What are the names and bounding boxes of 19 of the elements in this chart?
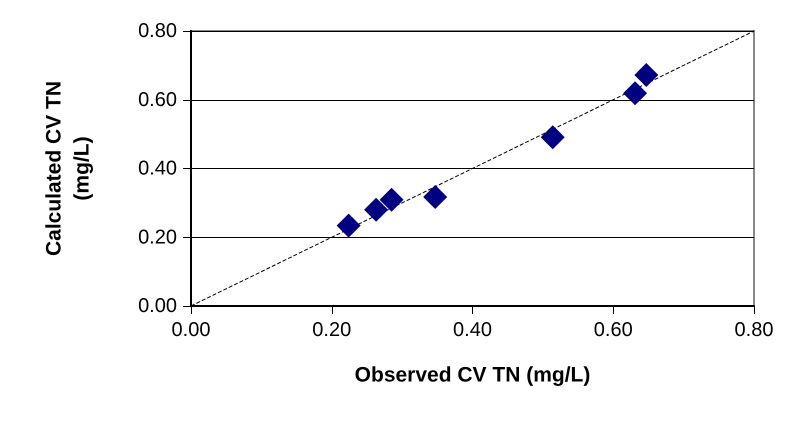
x-tick-label: 0.60	[594, 319, 633, 341]
x-tick-label: 0.80	[734, 319, 774, 341]
point	[380, 188, 404, 212]
y-axis-title: Calculated CV TN (mg/L)	[42, 80, 94, 256]
point	[634, 63, 658, 87]
x-axis-title: Observed CV TN (mg/L)	[354, 364, 590, 386]
x-tick-label: 0.40	[453, 319, 492, 341]
point	[540, 125, 565, 150]
point	[423, 185, 448, 210]
y-tick-label: 0.40	[138, 158, 177, 180]
x-tick-label: 0.20	[312, 319, 352, 341]
y-tick-label: 0.80	[138, 20, 177, 42]
y-tick-label: 0.20	[138, 226, 177, 248]
y-tick-label: 0.60	[138, 88, 177, 111]
x-tick-label: 0.00	[172, 319, 210, 341]
y-tick-label: 0.00	[138, 295, 177, 317]
point	[364, 198, 388, 222]
point	[623, 81, 648, 106]
point	[336, 214, 361, 238]
